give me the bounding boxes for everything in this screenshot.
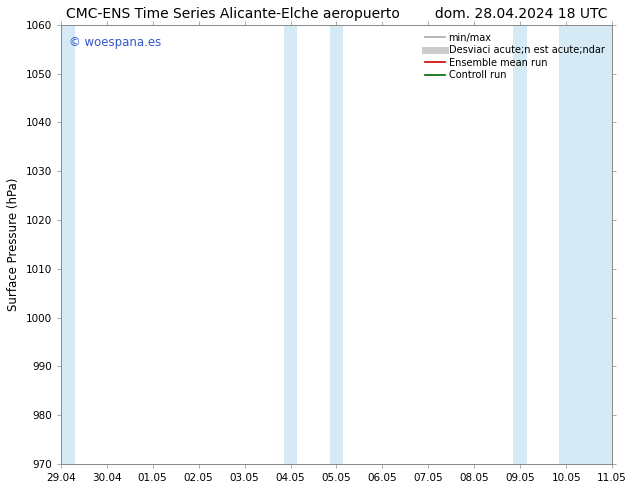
Legend: min/max, Desviaci acute;n est acute;ndar, Ensemble mean run, Controll run: min/max, Desviaci acute;n est acute;ndar…: [422, 30, 607, 83]
Bar: [514, 25, 527, 464]
Text: © woespana.es: © woespana.es: [69, 36, 161, 49]
Bar: [61, 25, 75, 464]
Bar: [559, 25, 612, 464]
Bar: [330, 25, 344, 464]
Title: CMC-ENS Time Series Alicante-Elche aeropuerto        dom. 28.04.2024 18 UTC: CMC-ENS Time Series Alicante-Elche aerop…: [66, 7, 607, 21]
Bar: [283, 25, 297, 464]
Y-axis label: Surface Pressure (hPa): Surface Pressure (hPa): [7, 178, 20, 311]
